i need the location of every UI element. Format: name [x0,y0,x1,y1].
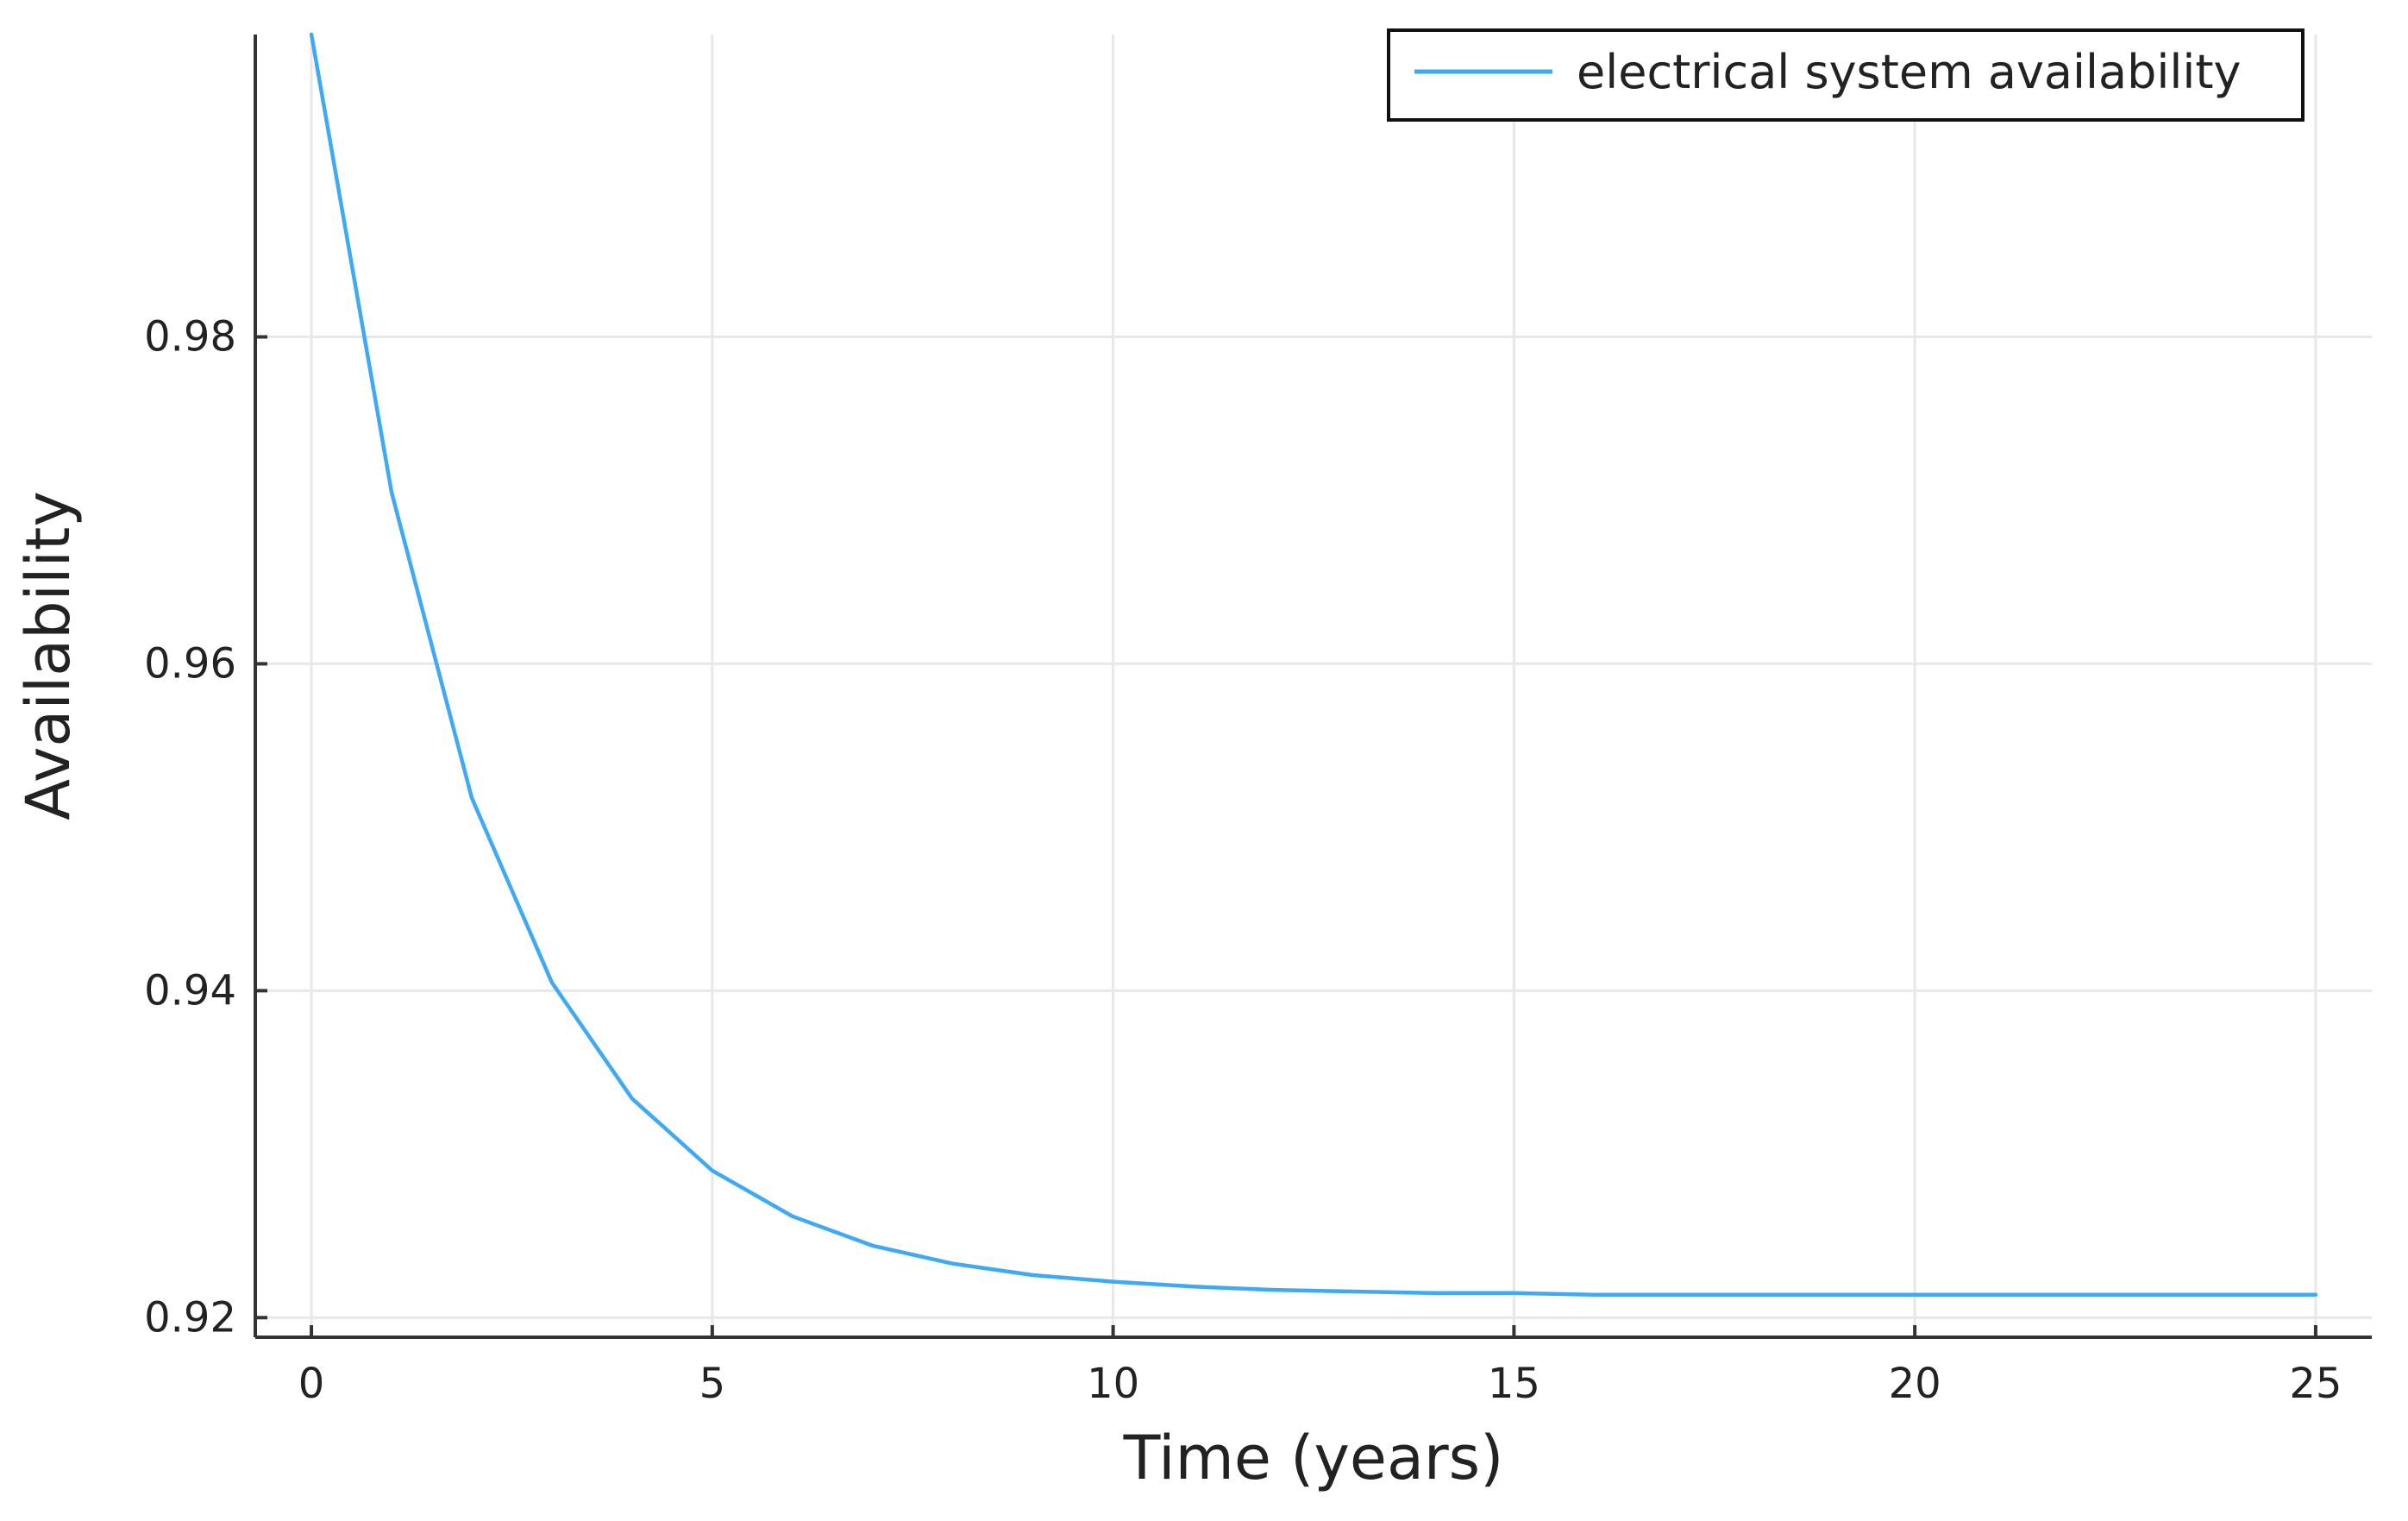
y-tick-label: 0.92 [144,1293,236,1342]
y-tick-label: 0.94 [144,966,236,1015]
legend-box [1387,28,2305,122]
series [309,32,2318,1297]
axes [254,35,2372,1339]
y-tick-label: 0.96 [144,639,236,688]
grid [255,35,2372,1337]
legend: electrical system availability [1387,28,2305,122]
y-axis-label: Availability [13,491,84,820]
ticks: 0 5 10 15 20 25 0.92 0.94 0.96 0.98 [144,313,2342,1408]
y-tick-label: 0.98 [144,313,236,361]
x-tick-label: 15 [1488,1360,1540,1408]
x-tick-label: 25 [2289,1360,2342,1408]
series-line [309,32,2318,1297]
x-tick-label: 10 [1087,1360,1139,1408]
x-tick-label: 20 [1889,1360,1941,1408]
x-tick-label: 0 [298,1360,325,1408]
x-axis-label: Time (years) [1123,1423,1504,1493]
x-tick-label: 5 [699,1360,726,1408]
legend-label: electrical system availability [1577,45,2242,99]
